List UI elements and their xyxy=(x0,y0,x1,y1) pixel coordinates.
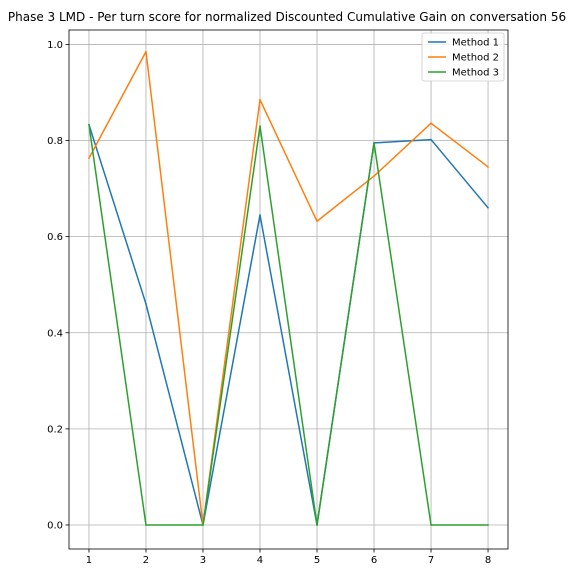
data-point-method-2 xyxy=(316,220,318,223)
series-line-method-2 xyxy=(88,50,489,526)
legend-label: Method 1 xyxy=(452,38,499,49)
data-point-method-3 xyxy=(145,524,147,526)
series-line-method-1 xyxy=(88,124,489,526)
data-point-method-3 xyxy=(202,524,204,526)
data-point-method-3 xyxy=(259,125,261,127)
legend-box xyxy=(421,32,505,82)
data-point-method-1 xyxy=(430,138,432,141)
legend: Method 1 Method 2 Method 3 xyxy=(421,32,505,82)
y-tick-label: 0.6 xyxy=(47,232,63,243)
chart-title: Phase 3 LMD - Per turn score for normali… xyxy=(8,10,566,24)
data-point-method-2 xyxy=(373,175,375,177)
data-point-method-1 xyxy=(259,214,261,216)
y-axis: 0.0 0.2 0.4 0.6 0.8 1.0 xyxy=(47,40,69,531)
x-tick-label: 6 xyxy=(371,555,377,566)
data-point-method-1 xyxy=(487,207,489,209)
y-tick-label: 1.0 xyxy=(47,40,63,51)
data-point-method-1 xyxy=(145,303,147,305)
x-tick-label: 3 xyxy=(200,555,206,566)
y-tick-label: 0.8 xyxy=(47,136,63,147)
y-tick-label: 0.4 xyxy=(47,328,63,339)
y-tick-label: 0.0 xyxy=(47,520,63,531)
series-line-method-3 xyxy=(88,124,489,526)
data-point-method-2 xyxy=(259,98,261,101)
legend-label: Method 3 xyxy=(452,68,499,79)
legend-label: Method 2 xyxy=(452,53,499,64)
data-point-method-3 xyxy=(88,123,90,126)
data-point-method-2 xyxy=(88,157,90,160)
data-point-method-2 xyxy=(487,166,489,168)
data-point-method-3 xyxy=(487,524,489,526)
x-tick-label: 8 xyxy=(485,555,491,566)
x-tick-label: 4 xyxy=(257,555,263,566)
data-point-method-3 xyxy=(373,142,375,144)
plot-frame xyxy=(68,29,509,550)
data-point-method-2 xyxy=(145,50,147,53)
x-axis: 1 2 3 4 5 6 7 8 xyxy=(86,549,491,566)
data-point-method-3 xyxy=(430,524,432,526)
x-tick-label: 1 xyxy=(86,555,92,566)
x-tick-label: 2 xyxy=(143,555,149,566)
series-layer xyxy=(88,50,489,526)
x-tick-label: 5 xyxy=(314,555,320,566)
x-tick-label: 7 xyxy=(428,555,434,566)
grid-lines xyxy=(69,30,508,549)
y-tick-label: 0.2 xyxy=(47,424,63,435)
data-point-method-3 xyxy=(316,524,318,526)
data-point-method-2 xyxy=(430,122,432,125)
